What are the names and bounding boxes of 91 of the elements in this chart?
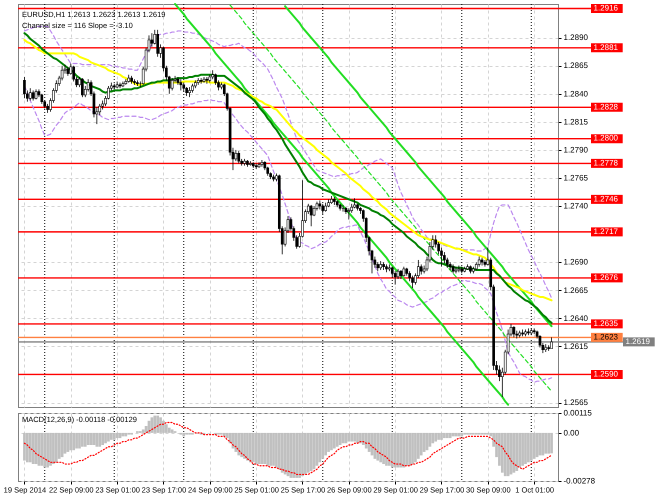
candlestick — [478, 256, 480, 268]
candlestick — [28, 88, 32, 101]
y-tick-label: 1.2790 — [564, 145, 589, 154]
candlestick — [34, 88, 38, 100]
y-tick-label: 1.2840 — [564, 89, 589, 98]
bar — [347, 432, 350, 442]
ref-line-label: 1.2746 — [594, 194, 619, 204]
y-tick-label: 1.2765 — [564, 173, 589, 182]
line-series — [24, 422, 552, 476]
bar — [243, 432, 246, 459]
candlestick — [32, 90, 34, 101]
bar — [426, 432, 428, 450]
ref-line-label: 1.2916 — [594, 3, 619, 12]
bar — [170, 429, 174, 433]
candlestick — [234, 150, 238, 162]
y-tick-label: 1.2665 — [564, 286, 589, 295]
ref-line-label: 1.2623 — [594, 332, 619, 342]
bar — [458, 432, 460, 436]
bar — [148, 420, 150, 433]
bar — [107, 432, 110, 442]
ref-line-label: 1.2590 — [594, 369, 619, 378]
bar — [431, 432, 434, 444]
bar — [460, 432, 464, 436]
candlestick — [310, 204, 312, 227]
bar — [382, 432, 385, 464]
bar — [124, 432, 128, 436]
candlestick — [521, 329, 524, 337]
bar — [443, 432, 446, 438]
candlestick — [458, 265, 460, 273]
y-tick-label: 1.2640 — [564, 314, 589, 323]
ref-line-label: 1.2717 — [594, 226, 619, 236]
bar — [168, 428, 171, 433]
candlestick — [512, 326, 516, 338]
bar — [368, 432, 370, 452]
candlestick — [23, 76, 26, 99]
line-series — [284, 5, 553, 328]
bar — [428, 432, 432, 447]
bar — [440, 432, 443, 440]
ref-line-label: 1.2676 — [594, 272, 619, 282]
candlestick — [411, 275, 414, 288]
bar — [359, 432, 362, 444]
y-tick-label: 1.2890 — [564, 33, 589, 42]
ref-line-label: 1.2881 — [594, 42, 619, 52]
candlestick — [420, 264, 423, 275]
ref-line-label: 1.2828 — [594, 102, 619, 112]
ref-line-label: 1.2619 — [626, 336, 651, 346]
candlestick — [156, 29, 160, 58]
candlestick — [550, 337, 553, 350]
bar — [182, 432, 186, 436]
candlestick — [150, 32, 154, 48]
ref-line-label: 1.2800 — [594, 134, 619, 143]
bar — [162, 420, 165, 433]
candlestick — [237, 150, 240, 164]
candlestick — [170, 78, 174, 91]
y-tick-label: 1.2690 — [564, 258, 589, 267]
bar — [23, 432, 26, 461]
bar — [232, 432, 234, 448]
bar — [142, 429, 145, 433]
bar — [370, 432, 374, 456]
bar — [550, 432, 553, 454]
candlestick — [188, 86, 191, 98]
y-tick-label: 1.2740 — [564, 202, 589, 211]
candlestick — [69, 63, 72, 76]
bar — [112, 432, 116, 440]
line-series — [174, 3, 510, 406]
bar — [434, 432, 438, 442]
y-tick-label: 1.2615 — [564, 342, 589, 351]
candlestick — [402, 266, 406, 278]
candlestick — [353, 198, 356, 209]
bar — [344, 432, 348, 444]
candlestick — [443, 252, 446, 264]
line-series — [229, 4, 552, 392]
bar — [437, 432, 440, 440]
bar — [165, 424, 168, 433]
bar — [159, 417, 162, 433]
y-tick-label: 0.00 — [564, 428, 580, 438]
bar — [72, 432, 76, 450]
candlestick — [206, 76, 208, 84]
ref-line-label: 1.2635 — [594, 318, 619, 328]
bar — [510, 432, 512, 474]
candlestick — [81, 78, 84, 98]
candlestick — [347, 208, 350, 220]
ref-line-label: 1.2778 — [594, 158, 619, 168]
y-tick-label: 1.2815 — [564, 117, 589, 126]
candlestick — [312, 206, 316, 217]
y-tick-label: 1.2565 — [564, 398, 589, 408]
y-tick-label: -0.00278 — [564, 476, 596, 486]
candlestick — [454, 266, 458, 274]
y-tick-label: 1.2865 — [564, 61, 589, 70]
y-tick-label: 0.00115 — [564, 408, 592, 418]
bar — [118, 432, 122, 438]
